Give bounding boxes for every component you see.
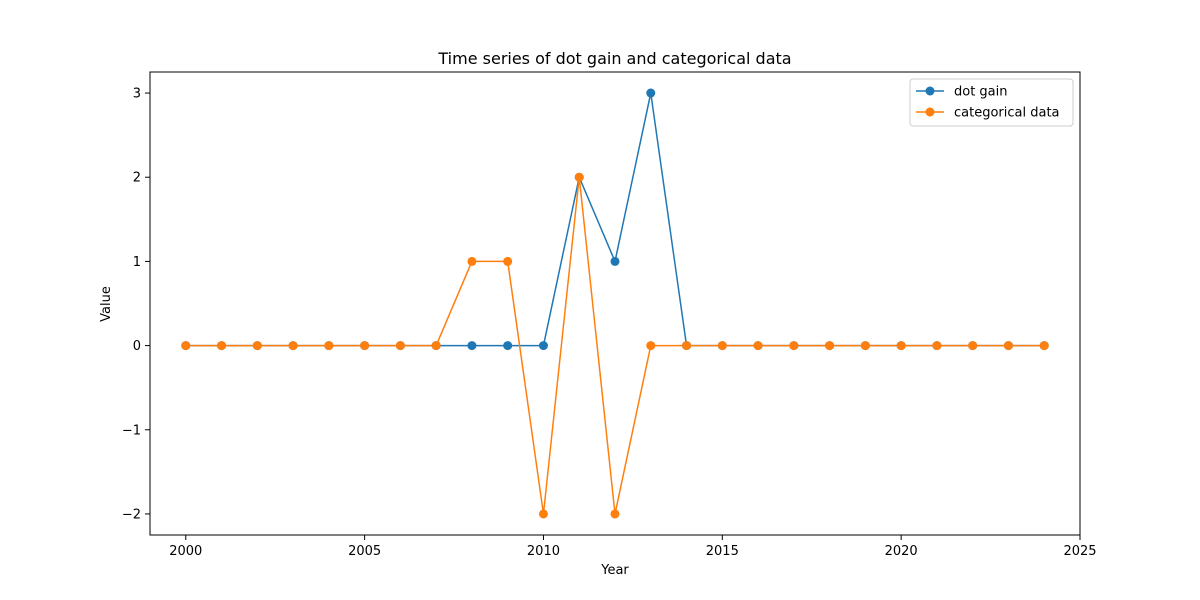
series-0-point (538, 341, 548, 351)
series-1-point (825, 341, 835, 351)
series-1-point (682, 341, 692, 351)
legend-marker (925, 86, 935, 96)
x-tick-label: 2005 (348, 544, 381, 559)
y-tick-label: 3 (133, 87, 141, 102)
series-1-point (646, 341, 656, 351)
y-tick-label: 1 (133, 255, 141, 270)
legend: dot gain categorical data (909, 78, 1074, 127)
x-tick-label: 2000 (169, 544, 202, 559)
series-0-point (646, 88, 656, 98)
plot-area: 2000 2005 2010 2015 2020 2025 −2 −1 0 1 2 3 (122, 71, 1097, 559)
series-1-point (1003, 341, 1013, 351)
series-1-point (324, 341, 334, 351)
series-0-point (467, 341, 477, 351)
series-1-point (181, 341, 191, 351)
series-1-point (288, 341, 298, 351)
legend-box (909, 78, 1074, 127)
series-1-point (896, 341, 906, 351)
series-1-point (395, 341, 405, 351)
series-1-point (968, 341, 978, 351)
series-1-point (574, 172, 584, 182)
series-1-point (753, 341, 763, 351)
x-tick-label: 2020 (885, 544, 918, 559)
x-tick-label: 2010 (527, 544, 560, 559)
series-1-point (932, 341, 942, 351)
legend-label: dot gain (954, 85, 1008, 100)
legend-label: categorical data (954, 106, 1060, 121)
series-1-point (503, 256, 513, 266)
series-1-point (860, 341, 870, 351)
series-1-point (538, 509, 548, 519)
axes-frame (149, 71, 1081, 536)
series-0-point (610, 256, 620, 266)
legend-marker (925, 107, 935, 117)
series-1-point (467, 256, 477, 266)
series-1-point (1039, 341, 1049, 351)
y-tick-label: −1 (122, 423, 141, 438)
y-tick-label: 2 (133, 171, 141, 186)
y-tick-label: 0 (133, 339, 141, 354)
series-1-point (431, 341, 441, 351)
series-1-point (717, 341, 727, 351)
y-axis-label: Value (99, 286, 114, 322)
series-1-point (252, 341, 262, 351)
series-1-point (217, 341, 227, 351)
chart-title: Time series of dot gain and categorical … (437, 49, 791, 68)
x-tick-label: 2015 (706, 544, 739, 559)
y-tick-label: −2 (122, 507, 141, 522)
series-0-point (503, 341, 513, 351)
x-tick-label: 2025 (1063, 544, 1096, 559)
series-1-point (789, 341, 799, 351)
x-axis-label: Year (600, 563, 629, 578)
series-1-point (360, 341, 370, 351)
series-1-point (610, 509, 620, 519)
